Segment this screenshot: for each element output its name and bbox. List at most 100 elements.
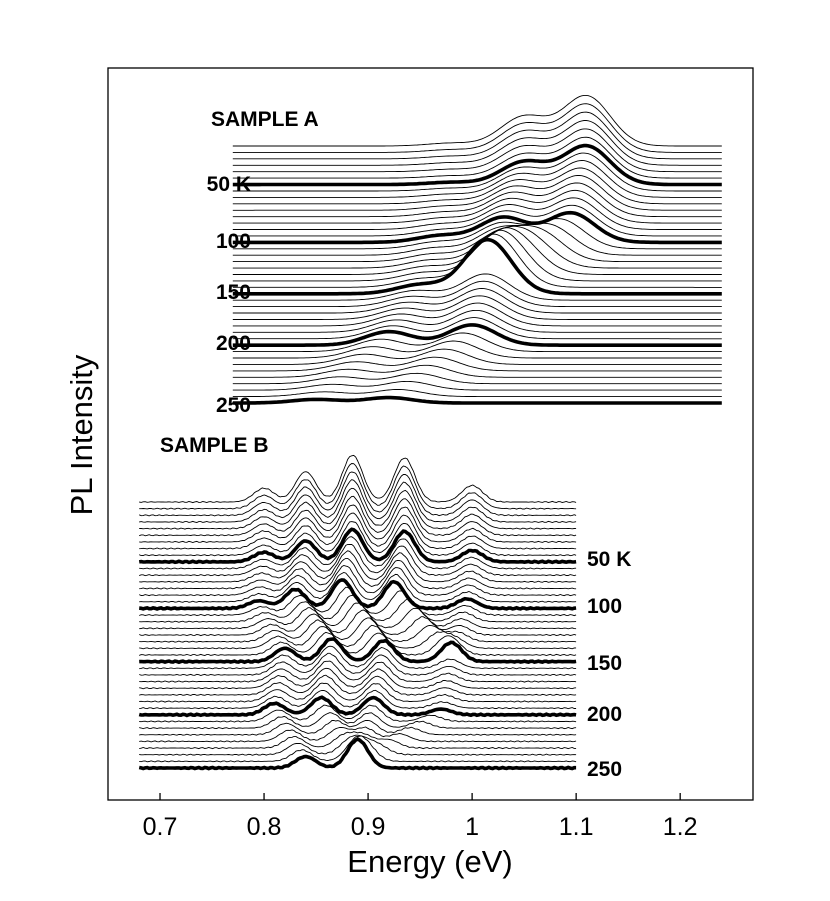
spectrum-trace [139,624,577,650]
spectrum-trace [139,682,577,703]
highlighted-spectrum-trace [138,736,577,771]
highlighted-spectrum-trace [232,237,722,296]
highlighted-spectrum-trace [138,527,577,565]
spectrum-trace [139,572,577,603]
spectrum-trace [139,617,577,643]
spectrum-trace [139,652,577,676]
spectrum-trace [232,111,722,160]
spectrum-trace [139,734,577,756]
spectrum-trace [232,218,722,250]
spectrum-trace [139,550,577,583]
spectrum-trace [139,557,577,590]
spectrum-trace [139,536,577,570]
sample-b-temp-label-150: 150 [587,652,622,675]
spectrum-trace [232,309,722,333]
y-axis-title: PL Intensity [64,354,99,515]
x-axis-ticks: 0.7 0.8 0.9 1 1.1 1.2 [143,793,698,841]
highlighted-spectrum-trace [232,210,722,245]
spectrum-trace [232,364,722,378]
spectrum-trace [139,689,577,710]
spectrum-trace [232,288,722,314]
spectrum-trace [139,726,577,743]
spectrum-trace [232,175,722,211]
spectrum-trace [139,674,577,696]
sample-b-traces [138,454,577,771]
x-tick-label: 0.9 [351,813,386,841]
sample-a-temp-label-150: 150 [216,281,251,304]
x-axis-title: Energy (eV) [347,844,512,879]
spectrum-trace [139,645,577,670]
x-tick-label: 1.2 [663,813,698,841]
spectrum-trace [139,495,577,537]
spectrum-trace [139,609,577,637]
highlighted-spectrum-trace [232,143,722,187]
sample-b-temp-label-100: 100 [587,595,622,618]
sample-a-label: SAMPLE A [211,108,319,131]
spectrum-trace [139,712,577,730]
x-tick-label: 0.7 [143,813,178,841]
spectrum-trace [232,128,722,173]
spectrum-trace [232,332,722,353]
spectrum-trace [232,227,722,275]
spectrum-trace [232,302,722,327]
spectrum-trace [232,204,722,237]
highlighted-spectrum-trace [232,323,722,347]
spectrum-trace [232,94,722,147]
spectrum-trace [232,152,722,192]
x-tick-label: 1 [465,813,479,841]
spectrum-trace [232,389,722,398]
x-tick-label: 1.1 [559,813,594,841]
spectrum-trace [232,380,722,391]
spectrum-trace [232,348,722,365]
sample-a-temp-label-200: 200 [216,332,251,355]
highlighted-spectrum-trace [139,637,577,665]
spectrum-trace [232,189,722,224]
spectrum-trace [232,295,722,320]
spectrum-trace [139,704,577,723]
spectrum-trace [139,521,577,557]
spectrum-trace [139,565,577,597]
spectrum-trace [139,602,577,630]
spectrum-trace [232,136,722,179]
spectrum-trace [139,731,577,750]
spectrum-trace [232,167,722,205]
spectrum-trace [139,719,577,736]
plot-frame [107,67,754,801]
spectrum-trace [139,660,577,683]
spectrum-trace [139,471,577,517]
highlighted-spectrum-trace [232,395,722,405]
spectrum-trace [232,224,722,263]
spectrum-trace [232,340,722,359]
sample-b-temp-label-250: 250 [587,758,622,781]
spectrum-trace [232,280,722,308]
spectrum-trace [139,512,577,550]
sample-b-label: SAMPLE B [160,434,269,457]
spectrum-trace [232,356,722,372]
spectrum-trace [232,160,722,198]
sample-b-temp-label-200: 200 [587,703,622,726]
spectrum-trace [232,103,722,153]
spectrum-trace [232,120,722,166]
spectrum-trace [232,182,722,218]
x-tick-label: 0.8 [247,813,282,841]
sample-b-temp-label-50k: 50 K [587,548,631,571]
spectrum-trace [232,372,722,385]
spectrum-trace [139,735,577,763]
spectrum-trace [139,667,577,690]
spectrum-trace [232,222,722,256]
spectrum-trace [139,543,577,577]
spectrum-trace [232,229,722,282]
spectrum-trace [139,631,577,656]
sample-a-temp-label-100: 100 [216,230,251,253]
spectrum-trace [232,197,722,230]
spectrum-trace [139,504,577,543]
spectrum-trace [139,463,577,510]
spectrum-trace [139,594,577,623]
sample-a-temp-label-250: 250 [216,394,251,417]
sample-a-temp-label-50k: 50 K [207,173,251,196]
spectrum-trace [232,317,722,340]
spectrum-trace [139,487,577,530]
highlighted-spectrum-trace [138,695,577,718]
sample-a-traces [232,94,722,405]
